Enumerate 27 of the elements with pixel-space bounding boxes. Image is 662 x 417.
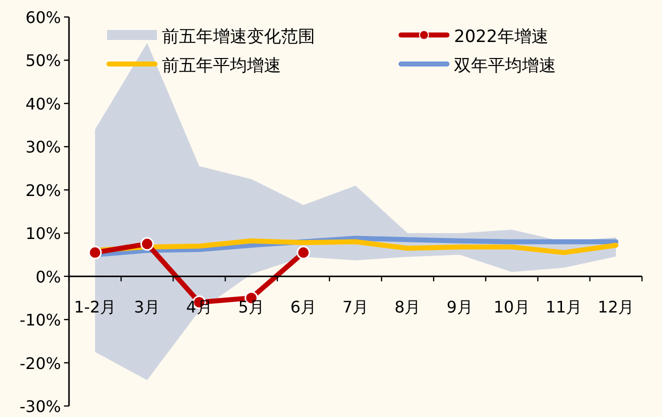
- x-tick-label: 9月: [446, 297, 473, 316]
- y-tick-label: 60%: [25, 8, 61, 27]
- y-tick-label: 0%: [36, 267, 61, 286]
- y-tick-label: -20%: [20, 354, 61, 373]
- point: [88, 246, 102, 260]
- legend-label: 双年平均增速: [454, 56, 556, 76]
- y-tick-label: 20%: [25, 180, 61, 200]
- x-tick-label: 5月: [238, 297, 264, 316]
- x-tick-label: 11月: [546, 297, 582, 316]
- x-tick-label: 7月: [342, 297, 369, 316]
- y-tick-label: -10%: [20, 310, 61, 330]
- x-tick-label: 8月: [394, 297, 421, 316]
- legend-label: 前五年平均增速: [162, 56, 281, 76]
- y-tick-label: 10%: [25, 224, 61, 244]
- x-tick-label: 1-2月: [74, 297, 116, 316]
- y-tick-label: 50%: [25, 51, 61, 70]
- x-tick-label: 10月: [494, 297, 530, 316]
- point: [296, 246, 310, 260]
- y-tick-label: -30%: [20, 397, 61, 416]
- y-tick-label: 30%: [25, 138, 61, 157]
- legend-label: 2022年增速: [454, 27, 548, 47]
- x-tick-label: 3月: [134, 297, 160, 316]
- x-tick-label: 12月: [598, 297, 634, 316]
- y-tick-label: 40%: [25, 94, 61, 114]
- point: [140, 237, 154, 251]
- x-tick-label: 6月: [290, 297, 317, 316]
- legend-label: 前五年增速变化范围: [162, 27, 315, 47]
